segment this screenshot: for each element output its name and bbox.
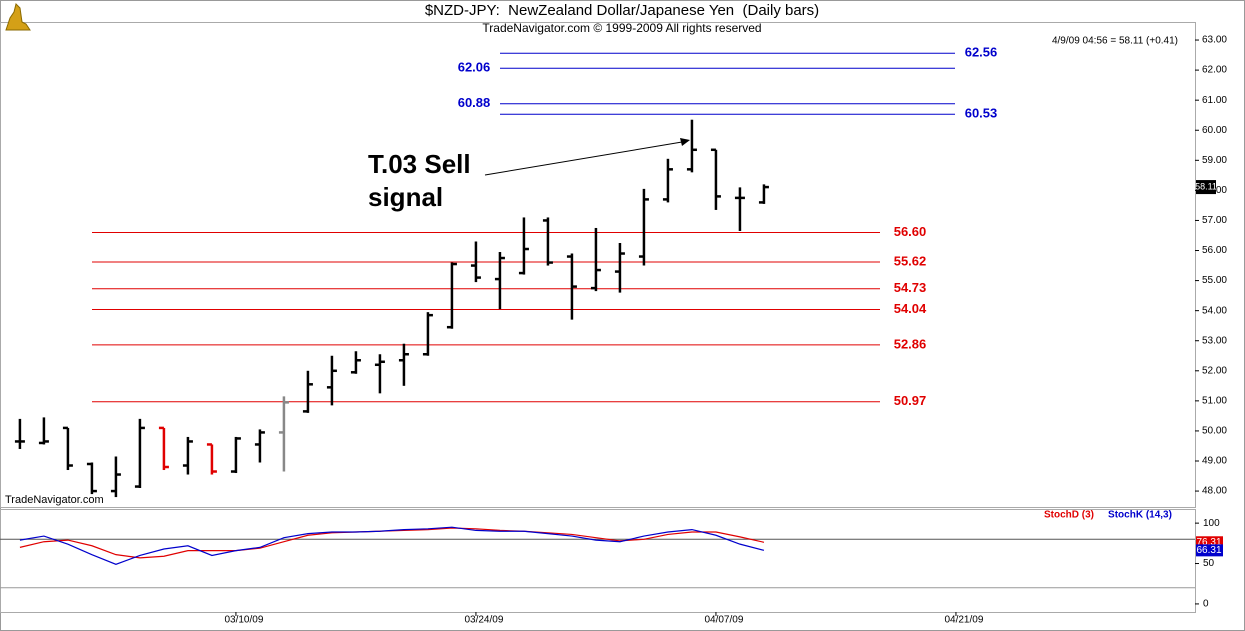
legend-entry: StochK (14,3) <box>1108 510 1172 521</box>
ohlc-bar <box>254 429 265 463</box>
last-price: 58.11 <box>1195 181 1217 191</box>
ohlc-bar <box>590 227 601 292</box>
ohlc-bar <box>470 241 481 283</box>
level-label: 54.04 <box>894 301 927 316</box>
stoch-panel <box>0 509 1196 613</box>
y-tick-label: 50 <box>1203 558 1215 569</box>
y-tick-label: 59.00 <box>1202 155 1227 166</box>
legend-entry: StochD (3) <box>1044 510 1094 521</box>
y-tick-label: 0 <box>1203 599 1209 610</box>
price-panel <box>0 22 1196 508</box>
ohlc-bar <box>662 158 673 203</box>
ohlc-bar <box>134 418 145 489</box>
ohlc-bar <box>62 426 73 471</box>
y-tick-label: 55.00 <box>1202 275 1227 286</box>
y-tick-label: 50.00 <box>1202 426 1227 437</box>
ohlc-bar <box>86 462 97 495</box>
level-label: 60.88 <box>458 95 491 110</box>
y-tick-label: 51.00 <box>1202 395 1227 406</box>
y-tick-label: 49.00 <box>1202 456 1227 467</box>
ohlc-bar <box>542 217 553 266</box>
y-tick-label: 57.00 <box>1202 215 1227 226</box>
annotation-arrow <box>484 140 689 176</box>
ohlc-bar <box>446 262 457 329</box>
last-value: 76.31 <box>1196 537 1221 548</box>
y-tick-label: 60.00 <box>1202 125 1227 136</box>
y-tick-label: 61.00 <box>1202 95 1227 106</box>
ohlc-bar <box>566 253 577 320</box>
ohlc-bar <box>182 436 193 475</box>
quote-info: 4/9/09 04:56 = 58.11 (+0.41) <box>1052 36 1178 47</box>
ohlc-bar <box>230 436 241 474</box>
subtitle: TradeNavigator.com © 1999-2009 All right… <box>482 21 761 35</box>
ohlc-bar <box>638 188 649 266</box>
ohlc-bar <box>710 148 721 210</box>
ohlc-bar <box>326 355 337 406</box>
last-value: 66.31 <box>1196 545 1221 556</box>
y-tick-label: 48.00 <box>1202 486 1227 497</box>
ohlc-bar <box>206 443 217 475</box>
y-tick-label: 52.00 <box>1202 365 1227 376</box>
level-label: 62.56 <box>965 45 998 60</box>
arrow-head <box>680 138 690 146</box>
ohlc-bar <box>614 243 625 293</box>
ohlc-bar <box>302 370 313 413</box>
x-tick-label: 03/24/09 <box>464 615 503 626</box>
ohlc-bar <box>494 252 505 310</box>
ohlc-bar <box>422 312 433 356</box>
y-tick-label: 53.00 <box>1202 335 1227 346</box>
watermark: TradeNavigator.com <box>5 494 104 506</box>
chart-title: $NZD-JPY: NewZealand Dollar/Japanese Yen… <box>425 2 819 19</box>
ohlc-bar <box>110 456 121 498</box>
ohlc-bar <box>14 418 25 449</box>
x-tick-label: 03/10/09 <box>224 615 263 626</box>
ohlc-bar <box>38 417 49 445</box>
last-price-box <box>1196 180 1216 195</box>
level-label: 55.62 <box>894 253 927 268</box>
ohlc-bar <box>686 119 697 173</box>
annotation: T.03 Sell <box>368 149 471 179</box>
y-tick-label: 63.00 <box>1202 35 1227 46</box>
level-label: 50.97 <box>894 393 927 408</box>
y-tick-label: 100 <box>1203 518 1220 529</box>
ohlc-bar <box>278 396 289 472</box>
ohlc-bar <box>734 187 745 231</box>
logo <box>5 3 31 31</box>
ohlc-bar <box>158 426 169 471</box>
ohlc-bar <box>518 217 529 275</box>
y-tick-label: 62.00 <box>1202 65 1227 76</box>
level-label: 54.73 <box>894 280 927 295</box>
x-tick-label: 04/07/09 <box>704 615 743 626</box>
logo-shape <box>5 3 31 31</box>
ohlc-bar <box>350 351 361 374</box>
stoch-line <box>19 526 765 565</box>
level-label: 60.53 <box>965 106 998 121</box>
ohlc-bar <box>398 343 409 386</box>
level-label: 52.86 <box>894 336 927 351</box>
ohlc-bar <box>758 184 769 204</box>
y-tick-label: 56.00 <box>1202 245 1227 256</box>
level-label: 62.06 <box>458 60 491 75</box>
y-tick-label: 54.00 <box>1202 305 1227 316</box>
annotation: signal <box>368 182 443 212</box>
level-label: 56.60 <box>894 224 927 239</box>
last-value-box <box>1196 544 1223 557</box>
x-tick-label: 04/21/09 <box>944 615 983 626</box>
ohlc-bar <box>374 354 385 394</box>
